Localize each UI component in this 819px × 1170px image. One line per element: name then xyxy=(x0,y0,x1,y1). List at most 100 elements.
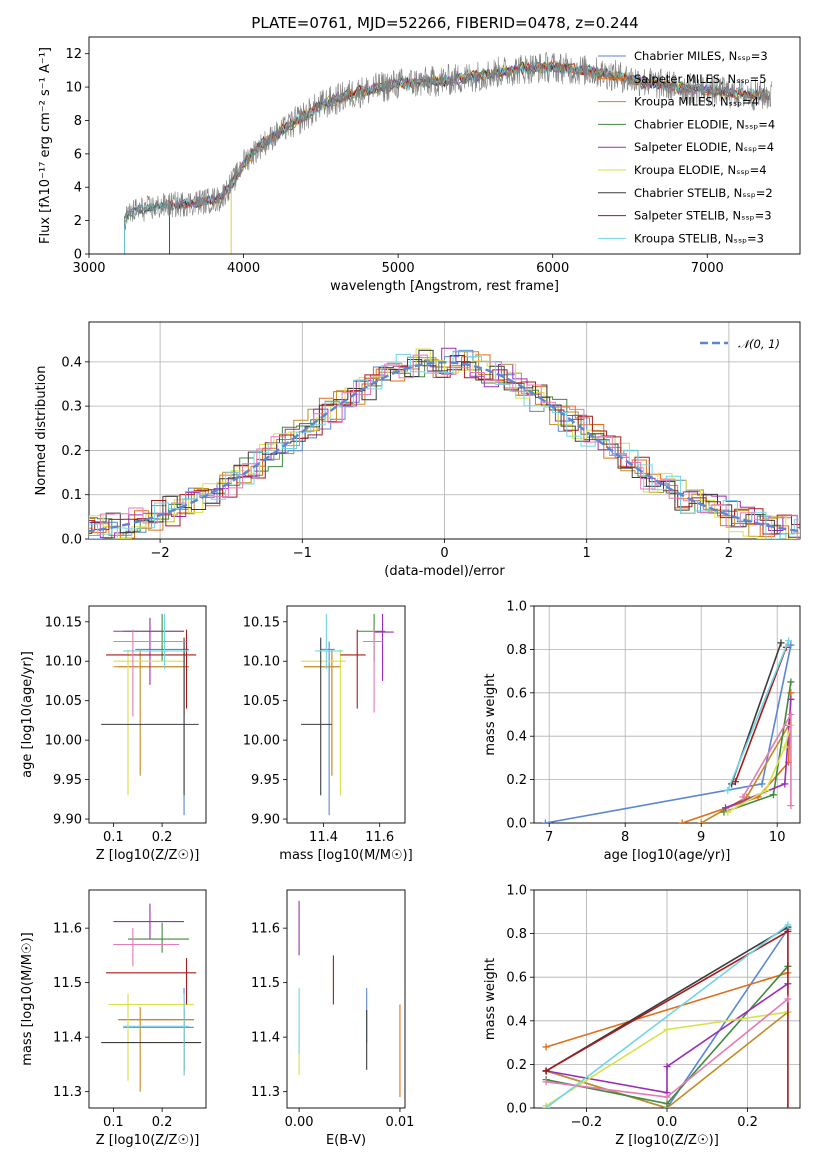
mass-weight-marker xyxy=(663,1100,671,1108)
y-tick-label: 10 xyxy=(65,81,82,96)
mass-weight-marker xyxy=(787,711,795,718)
mass-weight-marker xyxy=(731,778,739,786)
residual-histogram-step xyxy=(89,349,800,538)
y-tick-label: 0.2 xyxy=(506,1058,527,1073)
mass-weight-vs-age-panel: 7 8 9 10 0.0 0.2 0.4 0.6 0.8 1.0 age [log10(age/yr… xyxy=(483,600,801,863)
mass-weight-marker xyxy=(769,791,777,799)
errorbar-plot-area xyxy=(101,903,202,1092)
x-tick-label: 0.01 xyxy=(385,1115,414,1130)
legend-label: Kroupa ELODIE, Nₛₛₚ=4 xyxy=(634,163,767,177)
mass-vs-metallicity-panel: 0.1 0.2 11.3 11.4 11.5 11.6 Z [log10(Z/Z☉)] mas… xyxy=(20,889,207,1148)
x-tick-label: 0.2 xyxy=(152,1115,173,1130)
mass-weight-marker xyxy=(787,641,795,649)
y-axis-label: Flux [fλ10⁻¹⁷ erg cm⁻² s⁻¹ A⁻¹] xyxy=(38,47,53,244)
mass-weight-line xyxy=(545,983,789,1094)
axes-frame xyxy=(88,605,207,824)
y-tick-label: 0.0 xyxy=(61,533,82,548)
figure-title: PLATE=0761, MJD=52266, FIBERID=0478, z=0… xyxy=(251,14,638,32)
axes-frame xyxy=(88,321,801,540)
y-tick-label: 6 xyxy=(74,147,82,162)
mass-weight-marker xyxy=(663,1093,671,1101)
x-tick-label: 11.4 xyxy=(309,830,338,845)
x-axis-label: Z [log10(Z/Z☉)] xyxy=(615,1133,719,1148)
residual-histogram-step xyxy=(89,354,800,539)
gaussian-reference-curve xyxy=(89,361,800,533)
x-tick-label: 0.1 xyxy=(103,830,124,845)
y-tick-label: 0.2 xyxy=(506,773,527,788)
axes-frame xyxy=(286,605,406,824)
y-tick-label: 0.3 xyxy=(61,400,82,415)
y-tick-label: 0.0 xyxy=(506,1102,527,1117)
x-tick-label: 7 xyxy=(545,830,553,845)
y-tick-label: 0.1 xyxy=(61,488,82,503)
mass-weight-marker xyxy=(777,639,785,647)
legend-label: Salpeter STELIB, Nₛₛₚ=3 xyxy=(634,209,772,223)
x-tick-label: 0.0 xyxy=(657,1115,678,1130)
mass-weight-marker xyxy=(787,695,795,703)
y-tick-label: 9.95 xyxy=(53,773,82,788)
y-tick-label: 0.4 xyxy=(61,355,82,370)
y-axis-label: age [log10(age/yr)] xyxy=(20,651,35,778)
x-tick-label: 2 xyxy=(725,546,733,561)
y-tick-label: 10.05 xyxy=(45,694,82,709)
y-tick-label: 0.2 xyxy=(61,444,82,459)
mass-weight-marker xyxy=(787,802,795,810)
x-tick-label: 5000 xyxy=(382,261,415,276)
y-tick-label: 10.10 xyxy=(45,655,82,670)
y-tick-label: 0.4 xyxy=(506,730,527,745)
axes-frame xyxy=(88,36,801,255)
y-tick-label: 9.90 xyxy=(251,813,280,828)
mass-weight-marker xyxy=(784,1104,792,1108)
x-tick-label: 0 xyxy=(440,546,448,561)
mass-weight-marker xyxy=(762,786,770,794)
y-tick-label: 10.15 xyxy=(243,615,280,630)
y-tick-label: 0.4 xyxy=(506,1014,527,1029)
mass-weight-marker xyxy=(739,793,747,801)
axes-frame xyxy=(88,889,207,1109)
y-tick-label: 11.3 xyxy=(251,1085,280,1100)
mass-weight-line xyxy=(723,681,792,813)
residual-histogram-panel: −2 −1 0 1 2 0.0 0.1 0.2 0.3 0.4 (data-model)/error… xyxy=(34,321,801,579)
y-tick-label: 11.5 xyxy=(251,976,280,991)
y-tick-label: 1.0 xyxy=(506,884,527,899)
legend-label: Kroupa STELIB, Nₛₛₚ=3 xyxy=(634,231,764,245)
mass-weight-marker xyxy=(697,819,705,823)
spectrum-plot-area xyxy=(124,51,773,254)
mass-weight-marker xyxy=(785,637,793,645)
mass-weight-line xyxy=(727,640,790,791)
mass-weight-marker xyxy=(678,819,686,823)
residual-histogram-step xyxy=(89,348,800,539)
legend-label: Salpeter MILES, Nₛₛₚ=5 xyxy=(634,72,767,86)
x-tick-label: 10 xyxy=(769,830,786,845)
mass-weight-marker xyxy=(542,1043,550,1051)
mass-weight-marker xyxy=(542,1104,550,1108)
x-axis-label: mass [log10(M/M☉)] xyxy=(279,848,412,863)
y-tick-label: 11.4 xyxy=(251,1031,280,1046)
mass-weight-marker xyxy=(724,808,732,816)
x-tick-label: −0.2 xyxy=(571,1115,603,1130)
histogram-plot-area xyxy=(89,347,800,539)
x-tick-label: 9 xyxy=(697,830,705,845)
x-axis-label: E(B-V) xyxy=(326,1133,366,1148)
spectrum-panel: 3000 4000 5000 6000 7000 0 2 4 6 8 10 12 wavelength … xyxy=(38,36,801,294)
errorbar-plot-area xyxy=(101,613,199,816)
mass-weight-marker xyxy=(784,995,792,1003)
legend-label: Chabrier STELIB, Nₛₛₚ=2 xyxy=(634,186,773,200)
mass-weight-marker xyxy=(781,743,789,751)
mass-weight-line xyxy=(545,924,789,1108)
legend-label: Kroupa MILES, Nₛₛₚ=4 xyxy=(634,95,759,109)
x-tick-label: 11.6 xyxy=(365,830,394,845)
mass-weight-line xyxy=(545,972,789,1048)
model-spectrum-line xyxy=(124,61,770,254)
y-tick-label: 1.0 xyxy=(506,600,527,615)
y-tick-label: 11.3 xyxy=(53,1085,82,1100)
y-tick-label: 10.05 xyxy=(243,694,280,709)
residual-histogram-step xyxy=(89,350,800,539)
axes-frame xyxy=(533,605,801,824)
mass-vs-extinction-panel: 0.00 0.01 11.3 11.4 11.5 11.6 E(B-V) xyxy=(251,889,414,1148)
y-tick-label: 11.6 xyxy=(251,922,280,937)
y-tick-label: 0.6 xyxy=(506,971,527,986)
weight-plot-area xyxy=(541,637,795,823)
y-axis-label: Normed distribution xyxy=(34,366,49,496)
